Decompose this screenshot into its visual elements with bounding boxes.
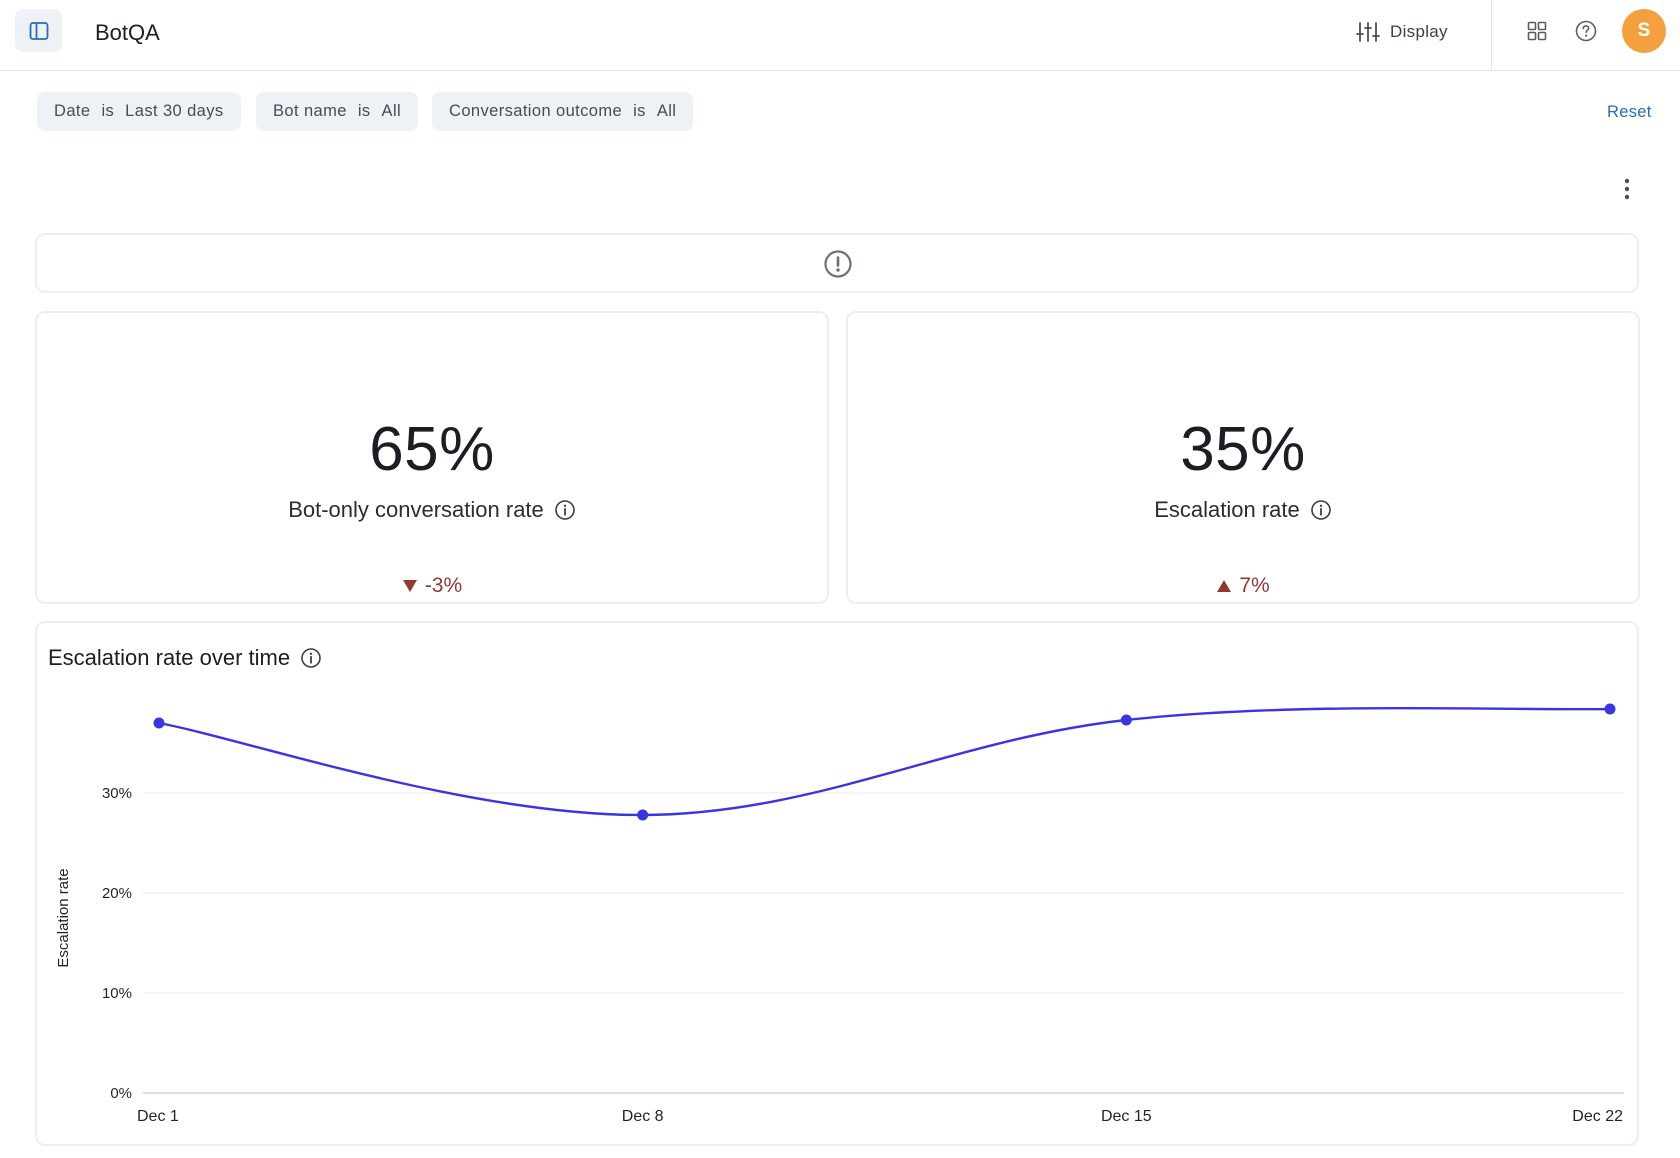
user-avatar[interactable]: S [1622,9,1666,53]
kpi-change: -3% [37,574,827,598]
series-line [158,706,1611,817]
chart-title: Escalation rate over time [48,645,291,670]
chart-title-row: Escalation rate over time [48,645,322,671]
kpi-label: Bot-only conversation rate [288,497,544,522]
chart-card-escalation-over-time: Escalation rate over time 0% 10% 20% 30% Dec… [35,621,1639,1146]
kpi-change-value: -3% [424,574,463,597]
sliders-icon [1356,22,1380,42]
y-axis-label: Escalation rate [55,868,72,967]
help-button[interactable] [1573,18,1599,44]
kpi-change: 7% [848,574,1638,598]
filter-value: Last 30 days [125,102,224,120]
filter-value: All [656,102,677,120]
filter-field: Date [54,102,91,120]
filter-operator: is [357,102,371,120]
triangle-up-icon [1217,580,1232,592]
info-icon[interactable] [554,499,576,521]
filter-bot-name[interactable]: Bot name is All [256,92,419,131]
line-chart: 0% 10% 20% 30% Dec 1 Dec 8 Dec 15 Dec 22 Escalat… [55,703,1624,1125]
filter-conversation-outcome[interactable]: Conversation outcome is All [432,92,694,131]
alert-banner [35,233,1639,293]
info-icon[interactable] [1310,499,1332,521]
sidebar-toggle-icon [29,21,48,40]
sidebar-toggle-button[interactable] [15,9,62,52]
header-divider [1491,0,1492,70]
kpi-value: 65% [369,415,495,484]
y-tick-label: 0% [110,1085,132,1102]
app-title: BotQA [95,20,160,45]
apps-grid-button[interactable] [1524,18,1550,44]
filter-field: Bot name [273,102,347,120]
filter-value: All [381,102,402,120]
x-tick-label: Dec 22 [1572,1108,1623,1125]
display-button[interactable]: Display [1356,17,1448,47]
info-icon[interactable] [300,647,322,669]
data-point [1604,703,1616,715]
y-tick-label: 10% [102,985,132,1002]
data-point [1120,714,1132,726]
kpi-label-row: Escalation rate [848,497,1638,523]
kpi-card-escalation-rate: 35% Escalation rate 7% [846,311,1640,604]
kpi-card-bot-only-rate: 65% Bot-only conversation rate -3% [35,311,829,604]
y-tick-label: 20% [102,885,132,902]
x-tick-label: Dec 1 [137,1108,179,1125]
reset-filters-link[interactable]: Reset [1607,103,1652,121]
x-tick-label: Dec 8 [622,1108,664,1125]
more-vertical-icon [1624,178,1630,200]
data-point [637,809,649,821]
alert-circle-icon [824,250,852,278]
top-header: BotQA Display [0,0,1680,71]
filter-field: Conversation outcome [449,102,623,120]
filter-operator: is [101,102,115,120]
y-tick-label: 30% [102,785,132,802]
kpi-label: Escalation rate [1154,497,1300,522]
more-options-button[interactable] [1617,176,1637,202]
display-button-label: Display [1390,22,1448,41]
data-point [153,717,165,729]
triangle-down-icon [402,580,417,592]
help-icon [1575,20,1597,42]
filter-operator: is [633,102,646,120]
kpi-label-row: Bot-only conversation rate [37,497,827,523]
filter-date[interactable]: Date is Last 30 days [37,92,241,131]
grid-icon [1527,21,1547,41]
x-tick-label: Dec 15 [1101,1108,1152,1125]
kpi-change-value: 7% [1239,574,1270,597]
kpi-value: 35% [1180,415,1306,484]
